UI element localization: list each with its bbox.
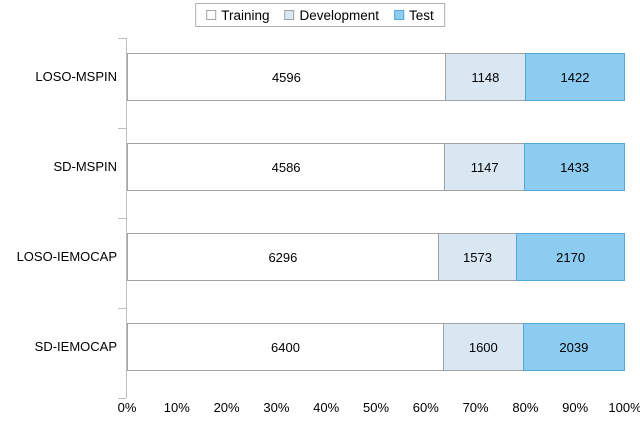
y-tick-mark <box>118 128 126 129</box>
category-label: LOSO-IEMOCAP <box>16 249 117 264</box>
bar-segment-development: 1147 <box>444 143 526 191</box>
stacked-bar: 6400 1600 2039 <box>127 323 625 371</box>
bar-segment-development: 1148 <box>444 53 526 101</box>
x-tick-label: 100% <box>608 400 640 415</box>
training-swatch-icon <box>206 10 217 20</box>
y-axis-line <box>126 38 127 398</box>
bar-segment-training: 6400 <box>127 323 444 371</box>
y-tick-mark <box>118 308 126 309</box>
x-tick-label: 90% <box>562 400 589 415</box>
x-tick-label: 80% <box>512 400 539 415</box>
x-tick-label: 10% <box>163 400 190 415</box>
x-axis-labels: 0% 10% 20% 30% 40% 50% 60% 70% 80% 90% 100% <box>118 400 640 416</box>
legend-label-test: Test <box>409 7 434 23</box>
category-label: SD-IEMOCAP <box>34 339 117 354</box>
bar-segment-test: 1422 <box>524 53 625 101</box>
x-tick-label: 70% <box>462 400 489 415</box>
legend-label-development: Development <box>299 7 380 23</box>
stacked-bar: 4596 1148 1422 <box>127 53 625 101</box>
bar-segment-development: 1600 <box>442 323 524 371</box>
x-tick-label: 20% <box>213 400 240 415</box>
x-tick-label: 30% <box>263 400 290 415</box>
development-swatch-icon <box>284 10 295 20</box>
stacked-bar: 6296 1573 2170 <box>127 233 625 281</box>
bar-segment-training: 4596 <box>127 53 446 101</box>
bar-segment-test: 1433 <box>524 143 625 191</box>
bar-row: SD-IEMOCAP 6400 1600 2039 <box>0 308 640 398</box>
category-label: LOSO-MSPIN <box>35 69 117 84</box>
category-label: SD-MSPIN <box>53 159 117 174</box>
bar-segment-test: 2170 <box>516 233 625 281</box>
x-tick-label: 50% <box>362 400 390 415</box>
x-tick-label: 60% <box>412 400 439 415</box>
test-swatch-icon <box>394 10 405 20</box>
y-tick-mark <box>118 398 126 399</box>
bar-row: LOSO-IEMOCAP 6296 1573 2170 <box>0 218 640 308</box>
bar-segment-training: 6296 <box>127 233 439 281</box>
bar-segment-development: 1573 <box>437 233 518 281</box>
bar-segment-test: 2039 <box>522 323 625 371</box>
y-tick-mark <box>118 218 126 219</box>
legend-item-test: Test <box>394 8 434 23</box>
bar-row: LOSO-MSPIN 4596 1148 1422 <box>0 38 640 128</box>
bar-row: SD-MSPIN 4586 1147 1433 <box>0 128 640 218</box>
legend-label-training: Training <box>221 7 270 23</box>
x-tick-label: 0% <box>117 400 137 415</box>
legend-item-development: Development <box>284 8 379 23</box>
x-tick-label: 40% <box>313 400 340 415</box>
stacked-bar: 4586 1147 1433 <box>127 143 625 191</box>
plot-area: LOSO-MSPIN 4596 1148 1422 SD-MSPIN 4586 … <box>0 38 640 398</box>
legend: Training Development Test <box>195 3 445 27</box>
legend-item-training: Training <box>206 8 269 23</box>
y-tick-mark <box>118 38 126 39</box>
bar-segment-training: 4586 <box>127 143 446 191</box>
